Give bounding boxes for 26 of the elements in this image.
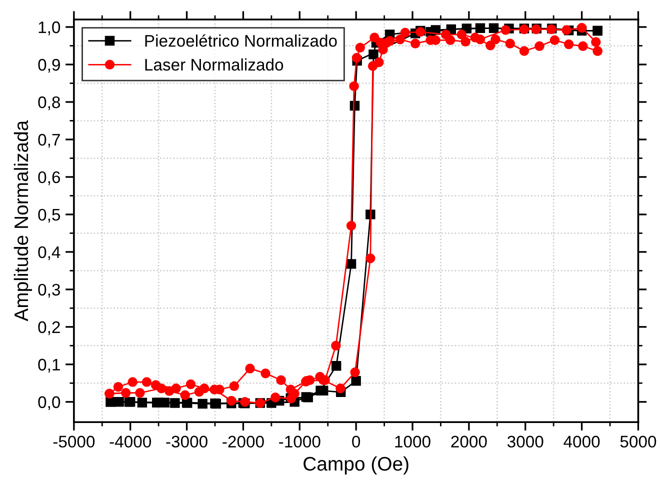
- y-tick-label: 0,3: [38, 284, 60, 298]
- y-tick-label: 0,2: [38, 321, 60, 336]
- y-tick-label: 0,8: [38, 96, 60, 110]
- x-tick-label: 4000: [564, 436, 600, 448]
- x-tick-label: 1000: [395, 436, 430, 448]
- x-tick-label: -2000: [222, 436, 264, 448]
- x-tick-label: -3000: [166, 436, 208, 448]
- y-tick-label: 0,7: [38, 134, 60, 148]
- x-tick-label: 3000: [507, 436, 544, 448]
- x-tick-label: -4000: [110, 436, 152, 448]
- y-tick-label: 0,5: [38, 208, 60, 223]
- y-tick-label: 0,1: [38, 358, 60, 373]
- y-tick-label: 1,0: [38, 21, 60, 36]
- x-axis-title: Campo (Oe): [304, 456, 408, 475]
- y-axis-title: Amplitude Normalizada: [14, 120, 32, 322]
- legend-label: Laser Normalizado: [145, 58, 284, 71]
- y-tick-label: 0,4: [38, 246, 60, 260]
- y-tick-label: 0,6: [38, 171, 60, 186]
- x-tick-label: -5000: [53, 436, 95, 448]
- x-tick-label: -1000: [279, 436, 320, 448]
- x-tick-label: 5000: [620, 436, 656, 448]
- x-tick-label: 2000: [451, 436, 487, 448]
- y-tick-label: 0,0: [38, 396, 60, 410]
- y-tick-label: 0,9: [38, 58, 60, 73]
- x-tick-label: 0: [352, 436, 360, 448]
- legend-label: Piezoelétrico Normalizado: [145, 34, 337, 47]
